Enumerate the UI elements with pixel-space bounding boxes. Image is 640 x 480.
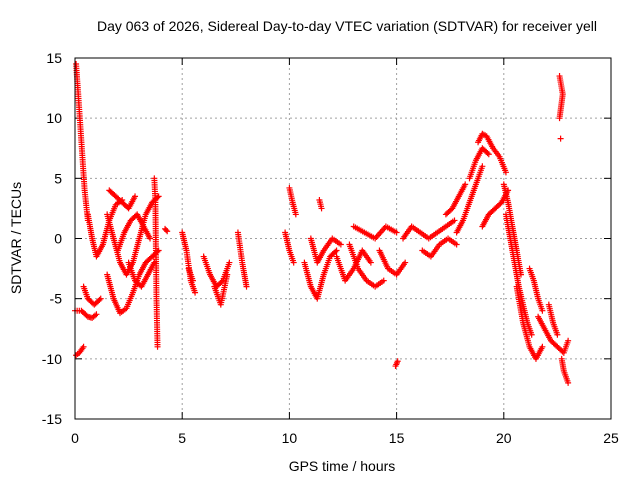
data-point [479,163,486,170]
data-point [132,193,139,200]
data-point [539,307,546,314]
data-point [292,211,299,218]
y-axis-label: SDTVAR / TECUs [8,182,24,294]
x-tick-label: 5 [178,430,186,446]
data-point [394,358,401,365]
data-point [485,151,492,158]
data-point [393,229,400,236]
data-point [224,271,231,278]
data-point [97,295,104,302]
x-tick-label: 10 [282,430,298,446]
data-point [290,259,297,266]
data-point [154,343,161,350]
y-tick-label: -10 [42,351,62,367]
data-point [556,115,563,122]
data-point [332,248,339,255]
data-point [462,181,469,188]
data-point [96,296,103,303]
data-point [147,235,154,242]
data-point [557,135,564,142]
plot-frame [74,57,612,420]
data-points [72,61,572,386]
data-point [226,259,233,266]
data-point [484,150,491,157]
chart-title: Day 063 of 2026, Sidereal Day-to-day VTE… [97,18,597,34]
x-tick-label: 15 [389,430,405,446]
data-point [380,277,387,284]
data-point [337,241,344,248]
data-point [164,228,171,235]
x-tick-label: 20 [496,430,512,446]
data-point [218,278,225,285]
data-point [528,331,535,338]
data-point [367,259,374,266]
y-tick-label: -5 [50,291,63,307]
data-point [539,343,546,350]
data-point [93,311,100,318]
data-point [451,217,458,224]
y-tick-label: -15 [42,411,62,427]
data-point [565,337,572,344]
data-point [402,259,409,266]
data-point [192,289,199,296]
x-axis-label: GPS time / hours [289,458,396,474]
data-point [502,169,509,176]
x-tick-label: 25 [603,430,619,446]
tick-layer: 0 5 10 15 20 25 -15 -10 -5 0 5 10 15 [42,50,619,446]
data-point [80,343,87,350]
data-point [318,205,325,212]
data-point [565,379,572,386]
data-point [189,277,196,284]
data-point [453,241,460,248]
y-tick-label: 0 [54,231,62,247]
data-point [163,227,170,234]
data-point [154,248,161,255]
y-tick-label: 15 [46,50,62,66]
y-tick-label: 10 [46,110,62,126]
x-tick-label: 0 [71,430,79,446]
data-point [243,283,250,290]
data-point [554,331,561,338]
y-tick-label: 5 [54,170,62,186]
data-point [333,247,340,254]
